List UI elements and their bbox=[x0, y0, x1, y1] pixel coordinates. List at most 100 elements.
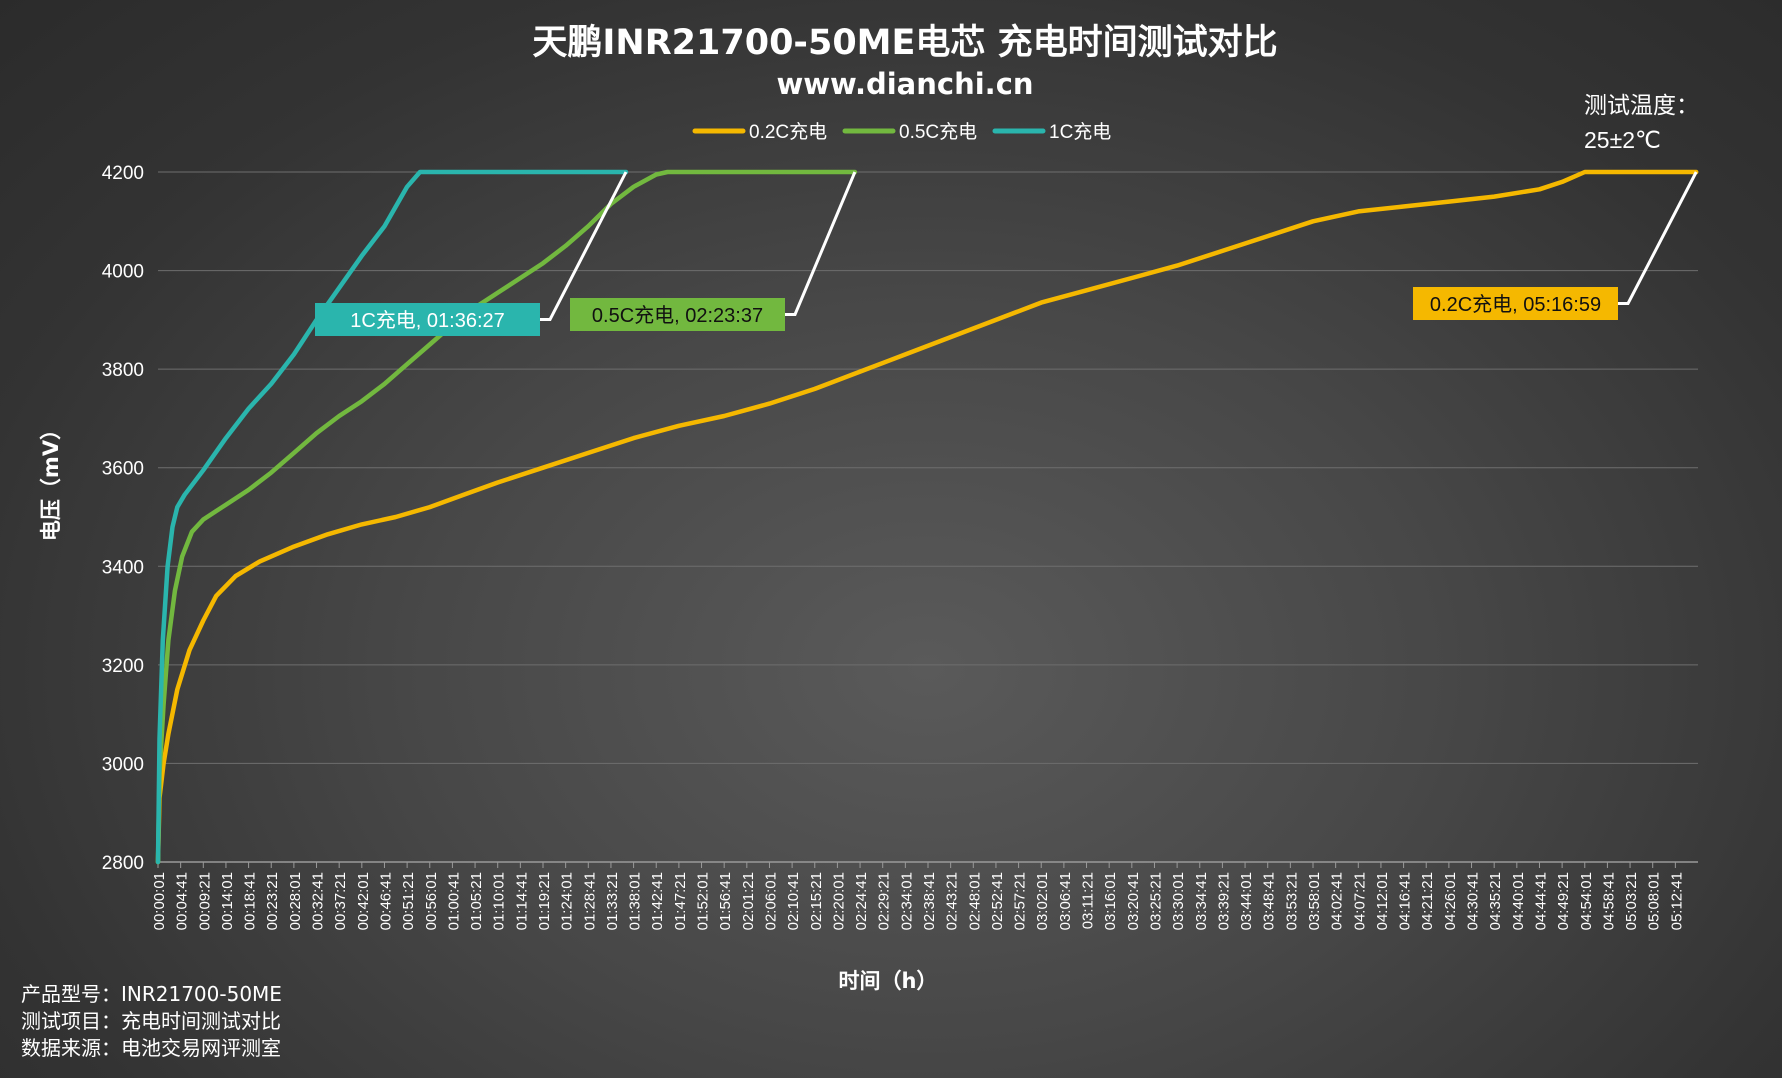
x-tick-label: 01:14:41 bbox=[513, 872, 530, 930]
x-tick-label: 05:08:01 bbox=[1646, 872, 1663, 930]
x-tick-label: 04:21:21 bbox=[1419, 872, 1436, 930]
x-tick-label: 03:06:41 bbox=[1057, 872, 1074, 930]
x-tick-label: 04:02:41 bbox=[1329, 872, 1346, 930]
x-tick-label: 01:33:21 bbox=[604, 872, 621, 930]
x-tick-label: 05:03:21 bbox=[1623, 872, 1640, 930]
footer-product-model: 产品型号：INR21700-50ME bbox=[21, 982, 282, 1006]
footer-data-source: 数据来源：电池交易网评测室 bbox=[21, 1036, 281, 1060]
x-tick-label: 04:26:01 bbox=[1442, 872, 1459, 930]
x-tick-label: 02:10:41 bbox=[785, 872, 802, 930]
end-label-text: 0.5C充电, 02:23:37 bbox=[592, 304, 763, 327]
x-tick-label: 03:11:21 bbox=[1080, 872, 1097, 929]
x-tick-label: 00:18:41 bbox=[242, 872, 259, 930]
x-axis-ticks: 00:00:01 00:04:41 00:09:21 00:14:01 00:18:41… bbox=[151, 862, 1685, 930]
x-tick-label: 04:54:01 bbox=[1578, 872, 1595, 930]
x-tick-label: 02:20:01 bbox=[830, 872, 847, 930]
x-tick-label: 00:51:21 bbox=[400, 872, 417, 930]
x-tick-label: 00:23:21 bbox=[264, 872, 281, 930]
chart-title: 天鹏INR21700-50ME电芯 充电时间测试对比 bbox=[532, 23, 1277, 63]
y-axis-ticks: 2800 3000 3200 3400 3600 3800 4000 4200 bbox=[102, 163, 144, 874]
x-tick-label: 00:32:41 bbox=[310, 872, 327, 930]
x-tick-label: 01:42:41 bbox=[649, 872, 666, 930]
x-tick-label: 03:20:41 bbox=[1125, 872, 1142, 930]
series-line-1C充电 bbox=[155, 169, 629, 865]
x-tick-label: 01:38:01 bbox=[627, 872, 644, 930]
footer-test-item: 测试项目：充电时间测试对比 bbox=[21, 1009, 281, 1033]
series-line-0.2C充电 bbox=[155, 169, 1699, 865]
legend-label: 1C充电 bbox=[1049, 121, 1111, 143]
x-tick-label: 01:28:41 bbox=[581, 872, 598, 930]
x-tick-label: 03:39:21 bbox=[1215, 872, 1232, 930]
x-tick-label: 03:02:01 bbox=[1034, 872, 1051, 930]
end-label-text: 1C充电, 01:36:27 bbox=[350, 309, 505, 332]
x-tick-label: 01:19:21 bbox=[536, 872, 553, 930]
end-label-box bbox=[1413, 287, 1618, 320]
x-tick-label: 03:25:21 bbox=[1147, 872, 1164, 930]
x-tick-label: 03:53:21 bbox=[1283, 872, 1300, 930]
x-tick-label: 01:05:21 bbox=[468, 872, 485, 930]
x-tick-label: 02:29:21 bbox=[876, 872, 893, 930]
leader-line bbox=[540, 171, 628, 321]
x-tick-label: 02:34:01 bbox=[898, 872, 915, 930]
y-tick-label: 3200 bbox=[102, 656, 144, 677]
y-tick-label: 4000 bbox=[102, 262, 144, 283]
leader-line bbox=[785, 171, 857, 316]
x-tick-label: 00:00:01 bbox=[151, 872, 168, 930]
end-labels: 0.2C充电, 05:16:59 0.5C充电, 02:23:37 1C充电, 01… bbox=[315, 171, 1698, 336]
x-tick-label: 01:47:21 bbox=[672, 872, 689, 930]
y-tick-label: 3400 bbox=[102, 557, 144, 578]
x-tick-label: 02:38:41 bbox=[921, 872, 938, 930]
x-tick-label: 04:30:41 bbox=[1465, 872, 1482, 930]
series-lines bbox=[155, 169, 1699, 865]
y-tick-label: 3800 bbox=[102, 360, 144, 381]
x-tick-label: 02:48:01 bbox=[966, 872, 983, 930]
end-label-text: 0.2C充电, 05:16:59 bbox=[1430, 293, 1601, 316]
x-tick-label: 04:44:41 bbox=[1532, 872, 1549, 930]
x-tick-label: 00:14:01 bbox=[219, 872, 236, 930]
x-tick-label: 01:10:01 bbox=[491, 872, 508, 930]
y-axis-title: 电压（mV） bbox=[39, 419, 63, 541]
y-tick-label: 3600 bbox=[102, 459, 144, 480]
end-label-box bbox=[315, 303, 540, 336]
x-tick-label: 02:43:21 bbox=[944, 872, 961, 930]
y-tick-label: 4200 bbox=[102, 163, 144, 184]
legend: 0.2C充电 0.5C充电 1C充电 bbox=[692, 121, 1111, 143]
x-tick-label: 02:24:41 bbox=[853, 872, 870, 930]
x-tick-label: 04:16:41 bbox=[1397, 872, 1414, 930]
x-tick-label: 05:12:41 bbox=[1668, 872, 1685, 930]
temperature-note-label: 测试温度： bbox=[1584, 92, 1699, 118]
x-tick-label: 00:42:01 bbox=[355, 872, 372, 930]
x-tick-label: 04:40:01 bbox=[1510, 872, 1527, 930]
x-tick-label: 03:48:41 bbox=[1261, 872, 1278, 930]
x-tick-label: 00:09:21 bbox=[196, 872, 213, 930]
x-tick-label: 02:15:21 bbox=[808, 872, 825, 930]
gridlines bbox=[158, 171, 1698, 764]
x-tick-label: 02:57:21 bbox=[1012, 872, 1029, 930]
x-tick-label: 00:37:21 bbox=[332, 872, 349, 930]
y-tick-label: 2800 bbox=[102, 853, 144, 874]
x-tick-label: 03:58:01 bbox=[1306, 872, 1323, 930]
x-tick-label: 04:58:41 bbox=[1600, 872, 1617, 930]
x-tick-label: 00:04:41 bbox=[174, 872, 191, 930]
x-tick-label: 03:44:01 bbox=[1238, 872, 1255, 930]
x-tick-label: 04:35:21 bbox=[1487, 872, 1504, 930]
temperature-note-value: 25±2℃ bbox=[1584, 127, 1661, 153]
x-tick-label: 00:56:01 bbox=[423, 872, 440, 930]
x-tick-label: 00:46:41 bbox=[377, 872, 394, 930]
x-tick-label: 02:52:41 bbox=[989, 872, 1006, 930]
x-tick-label: 00:28:01 bbox=[287, 872, 304, 930]
leader-line bbox=[1618, 171, 1698, 305]
x-axis-title: 时间（h） bbox=[839, 969, 938, 993]
legend-label: 0.5C充电 bbox=[899, 121, 977, 143]
x-tick-label: 03:30:01 bbox=[1170, 872, 1187, 930]
x-tick-label: 04:12:01 bbox=[1374, 872, 1391, 930]
series-line-0.5C充电 bbox=[155, 169, 858, 865]
y-tick-label: 3000 bbox=[102, 754, 144, 775]
x-tick-label: 03:16:01 bbox=[1102, 872, 1119, 930]
x-tick-label: 03:34:41 bbox=[1193, 872, 1210, 930]
x-tick-label: 01:56:41 bbox=[717, 872, 734, 930]
end-label-box bbox=[570, 298, 785, 331]
x-tick-label: 01:24:01 bbox=[559, 872, 576, 930]
x-tick-label: 01:00:41 bbox=[445, 872, 462, 930]
